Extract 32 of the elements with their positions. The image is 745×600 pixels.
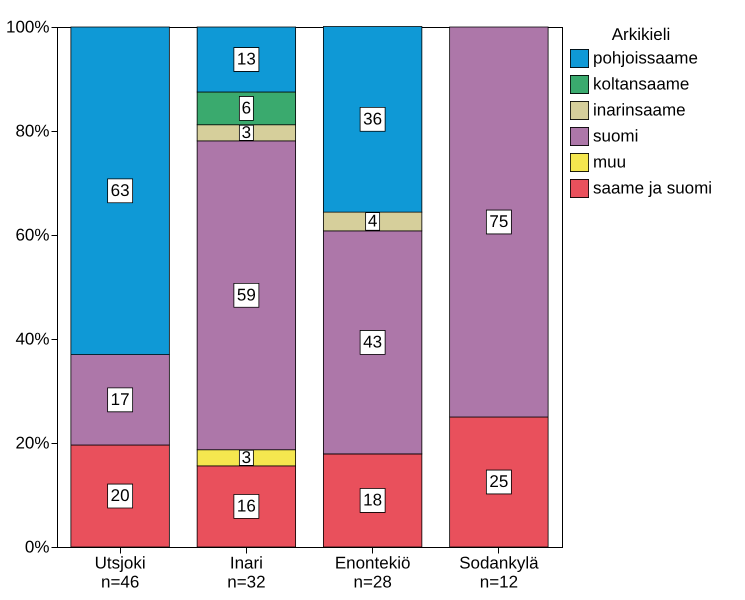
data-label: 43 [363,332,382,352]
legend-label: muu [593,152,626,172]
legend-label: pohjoissaame [593,48,698,68]
data-label: 20 [110,486,130,506]
data-label: 63 [110,180,130,200]
legend-label: inarinsaame [593,100,686,120]
x-tick-label: Enontekiö n=28 [334,554,410,592]
legend-label: saame ja suomi [593,178,712,198]
data-label: 4 [368,211,378,230]
y-tick-label: 0% [24,538,50,556]
data-label: 13 [236,50,256,68]
legend-label: suomi [593,126,638,146]
data-label: 18 [363,490,382,510]
data-label: 6 [242,98,252,118]
legend-title: Arkikieli [612,25,670,44]
x-tick-label: Sodankylä n=12 [459,554,540,592]
data-label: 17 [110,390,130,409]
data-label: 3 [242,448,252,467]
data-label: 16 [236,496,256,516]
y-tick-label: 100% [6,18,50,36]
y-tick-label: 80% [15,122,50,140]
data-label: 25 [489,472,508,491]
data-label: 3 [242,122,252,142]
data-label: 36 [363,109,382,128]
data-label: 75 [489,212,508,231]
data-label: 59 [236,285,256,304]
y-tick-label: 40% [15,330,50,348]
y-tick-label: 20% [15,434,50,452]
x-tick-label: Inari n=32 [227,554,266,592]
legend-label: koltansaame [593,74,690,94]
y-tick-label: 60% [15,226,50,244]
x-tick-label: Utsjoki n=46 [94,554,146,592]
